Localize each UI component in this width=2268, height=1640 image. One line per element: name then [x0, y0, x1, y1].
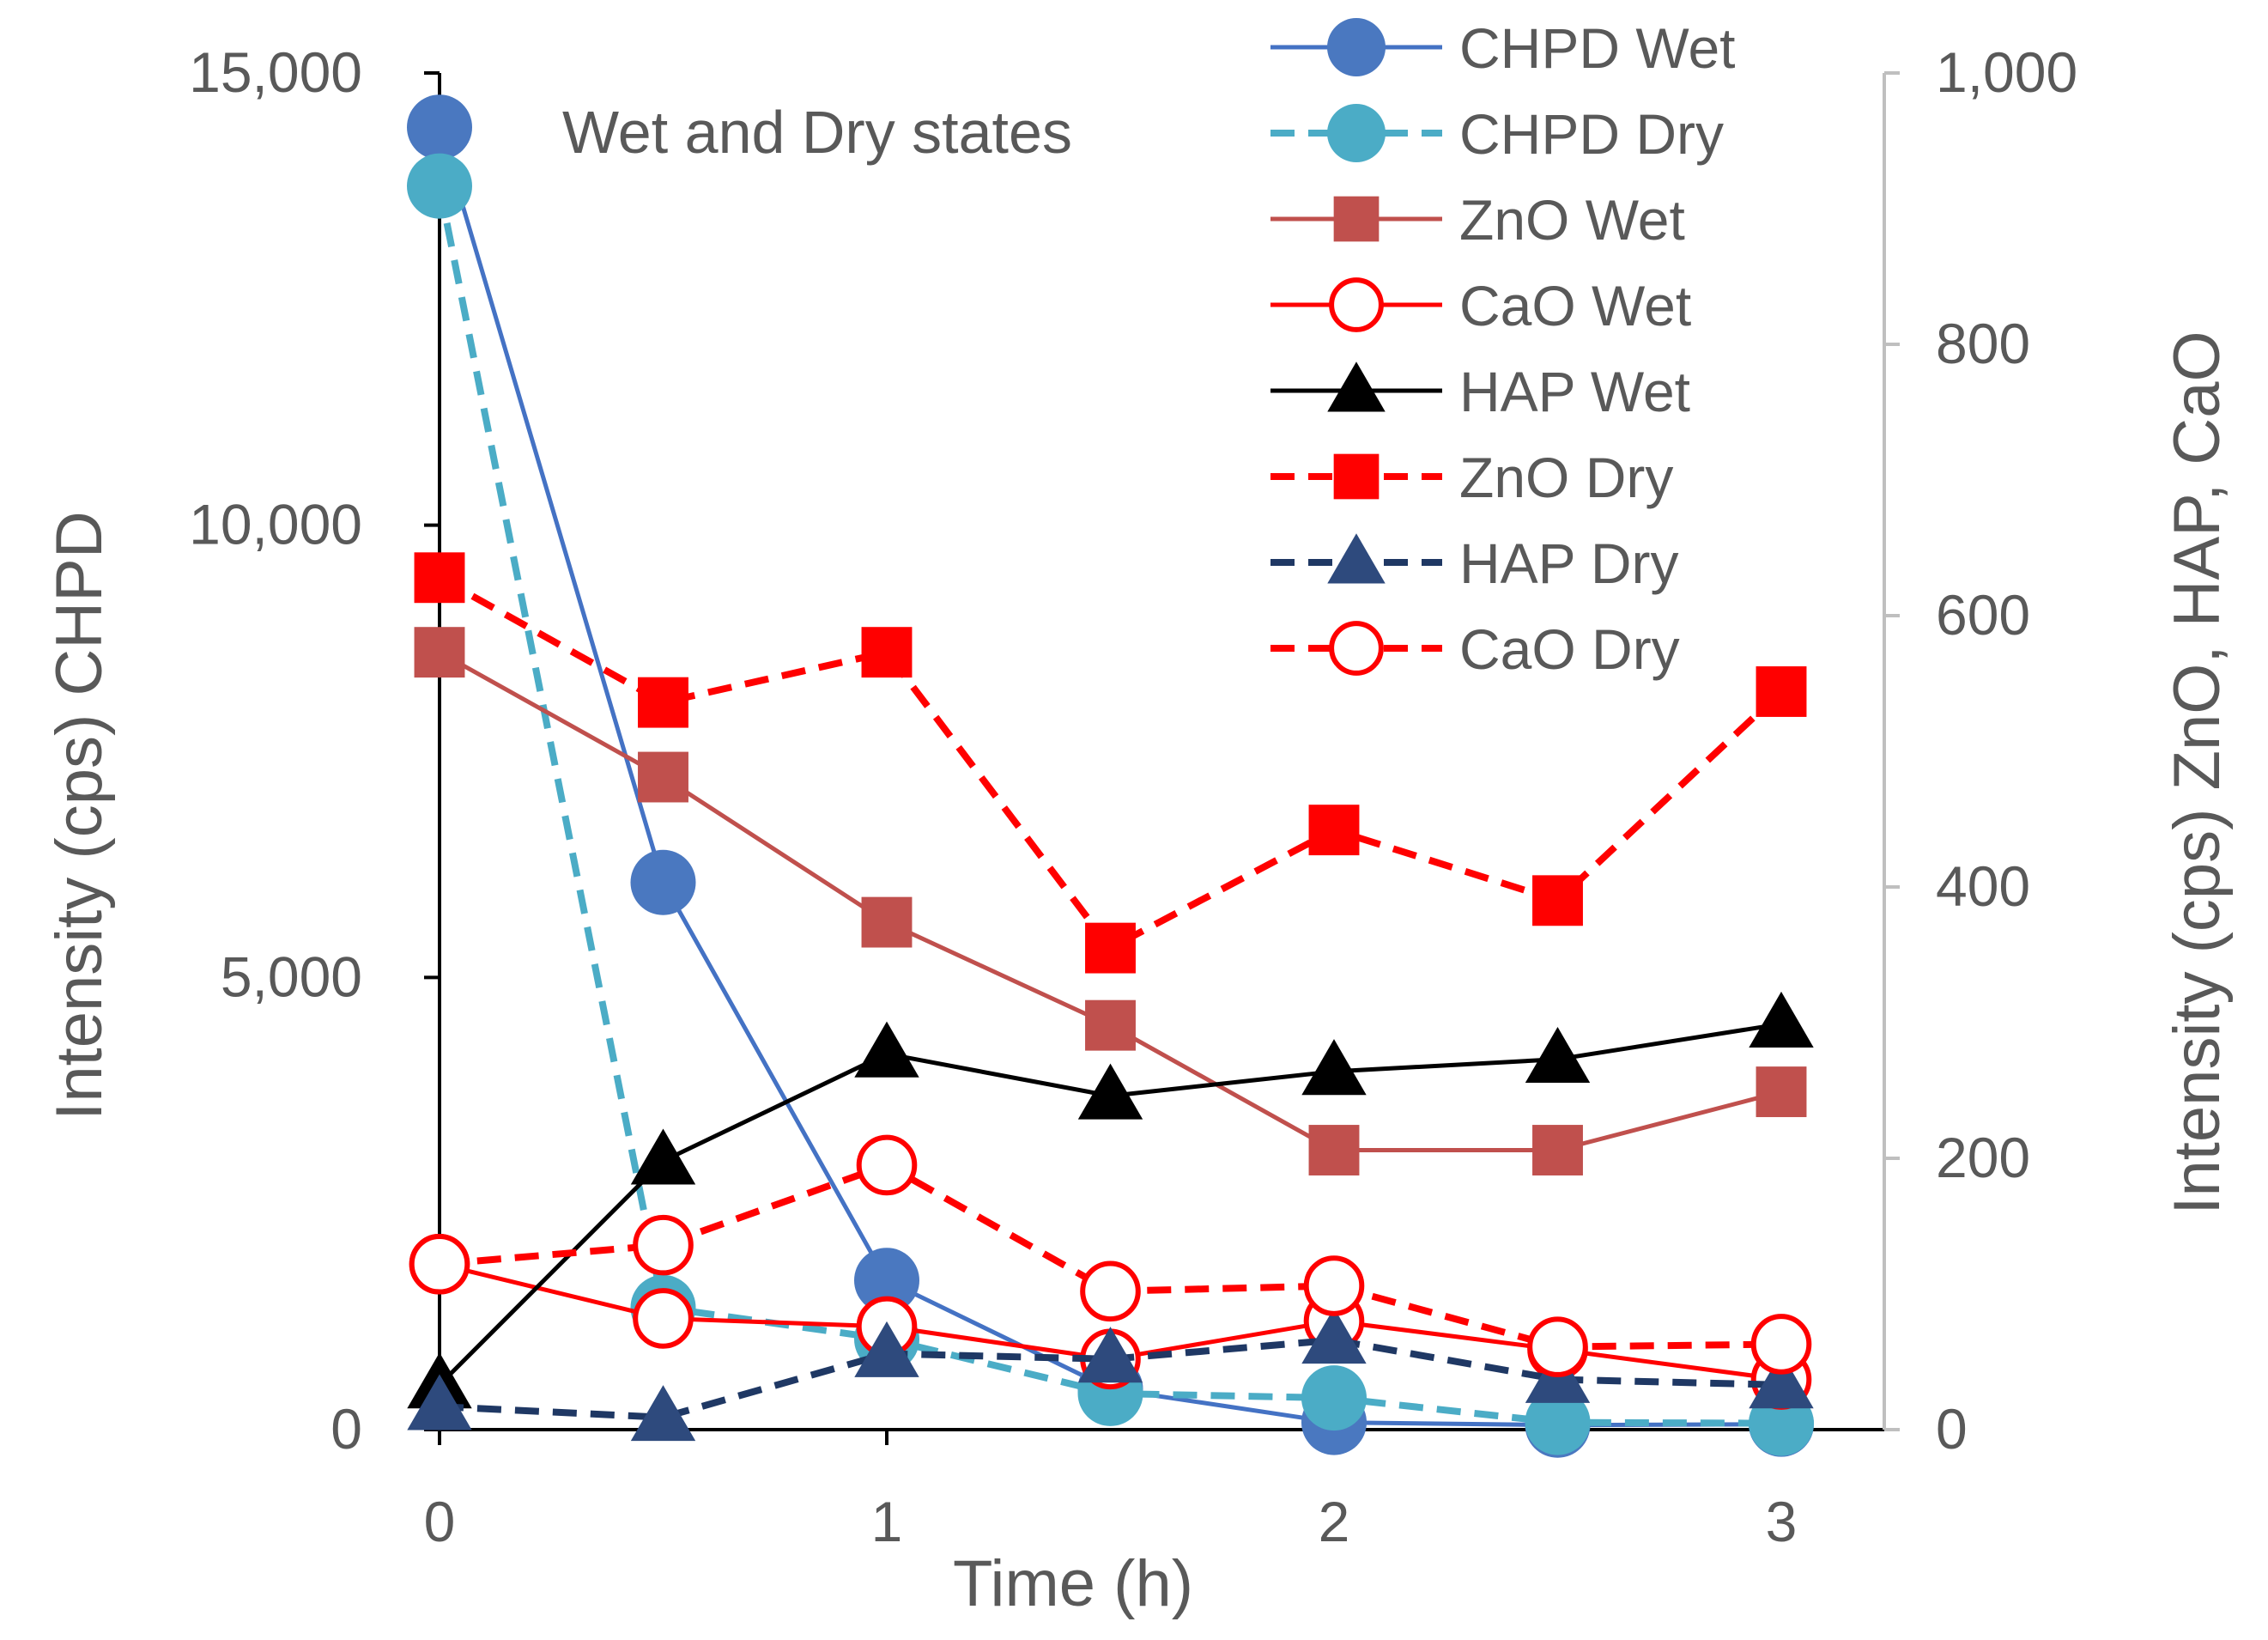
y-left-tick-label: 5,000: [221, 945, 362, 1008]
legend-marker: [1327, 18, 1386, 76]
legend-item: ZnO Dry: [1270, 446, 1673, 509]
legend-marker: [1327, 104, 1386, 162]
data-point: [1308, 1125, 1360, 1175]
data-point: [407, 153, 472, 219]
legend-item: ZnO Wet: [1270, 188, 1685, 252]
legend-item: HAP Dry: [1270, 531, 1679, 595]
data-point: [1749, 991, 1814, 1048]
x-tick-label: 0: [424, 1490, 456, 1553]
legend-marker: [1329, 621, 1384, 676]
y-right-tick-label: 0: [1936, 1397, 1968, 1461]
y-right-tick-label: 400: [1936, 854, 2030, 918]
legend-label: CaO Dry: [1459, 617, 1680, 681]
data-point: [1527, 1316, 1588, 1377]
data-point: [1308, 805, 1360, 856]
data-point: [409, 1233, 470, 1295]
data-point: [1756, 1066, 1807, 1118]
legend-label: CaO Wet: [1459, 274, 1691, 337]
data-point: [630, 849, 696, 915]
legend-item: HAP Wet: [1270, 360, 1690, 423]
data-point: [1077, 1327, 1143, 1383]
data-point: [1756, 666, 1807, 717]
data-point: [856, 1134, 918, 1196]
data-point: [414, 552, 465, 604]
legend-marker: [1333, 453, 1380, 500]
series-zno-dry: [414, 552, 1807, 974]
legend-label: ZnO Wet: [1459, 188, 1685, 252]
legend-label: CHPD Dry: [1459, 102, 1724, 166]
data-point: [1301, 1308, 1367, 1364]
legend-marker: [1327, 361, 1386, 412]
data-point: [630, 1385, 696, 1442]
data-point: [414, 627, 465, 678]
y-left-tick-label: 10,000: [189, 493, 362, 556]
data-point: [1525, 1389, 1591, 1455]
y-right-tick-label: 200: [1936, 1126, 2030, 1189]
data-point: [630, 1128, 696, 1185]
legend-marker: [1327, 533, 1386, 584]
legend-label: CHPD Wet: [1459, 16, 1736, 80]
data-point: [1077, 1063, 1143, 1120]
y-right-tick-label: 1,000: [1936, 40, 2077, 104]
data-point: [638, 677, 688, 728]
series-cao-dry: [409, 1134, 1812, 1377]
data-point: [854, 1248, 919, 1314]
legend-item: CHPD Dry: [1270, 102, 1724, 166]
data-point: [854, 1021, 919, 1078]
y-axis-left-title: Intensity (cps) CHPD: [43, 511, 116, 1121]
x-tick-label: 1: [871, 1490, 903, 1553]
data-point: [407, 94, 472, 161]
y-right-tick-label: 600: [1936, 583, 2030, 647]
y-left-tick-label: 15,000: [189, 40, 362, 104]
series-layer: [407, 94, 1814, 1458]
series-chpd-dry: [407, 153, 1814, 1456]
data-point: [1303, 1255, 1365, 1316]
data-point: [1301, 1039, 1367, 1096]
legend: CHPD Wet CHPD Dry ZnO Wet CaO Wet HAP Wet ZnO…: [1270, 16, 1736, 681]
x-tick-label: 3: [1766, 1490, 1798, 1553]
data-point: [1085, 922, 1136, 974]
data-point: [1749, 1352, 1814, 1409]
legend-item: CaO Dry: [1270, 617, 1680, 681]
legend-item: CHPD Wet: [1270, 16, 1736, 80]
legend-label: HAP Dry: [1459, 531, 1679, 595]
y-left-tick-label: 0: [330, 1397, 362, 1461]
labels: Wet and Dry states Time (h) Intensity (c…: [43, 99, 2234, 1620]
data-point: [1532, 1125, 1583, 1175]
data-point: [633, 1288, 694, 1349]
legend-marker: [1329, 277, 1384, 332]
x-axis-title: Time (h): [953, 1547, 1193, 1620]
series-zno-wet: [414, 627, 1807, 1175]
y-axis-right-title: Intensity (cps) ZnO, HAP, CaO: [2161, 331, 2234, 1214]
data-point: [861, 896, 913, 948]
legend-label: HAP Wet: [1459, 360, 1690, 423]
y-right-tick-label: 800: [1936, 312, 2030, 375]
data-point: [1301, 1365, 1367, 1431]
data-point: [638, 751, 688, 803]
data-point: [1525, 1026, 1591, 1084]
data-point: [1085, 999, 1136, 1051]
data-point: [407, 1374, 472, 1430]
data-point: [1080, 1260, 1141, 1322]
data-point: [854, 1321, 919, 1377]
x-tick-label: 2: [1319, 1490, 1350, 1553]
data-point: [1750, 1314, 1812, 1375]
data-point: [861, 627, 913, 678]
legend-label: ZnO Dry: [1459, 446, 1673, 509]
legend-marker: [1333, 196, 1380, 242]
data-point: [1532, 875, 1583, 926]
legend-item: CaO Wet: [1270, 274, 1691, 337]
axes: 0 5,000 10,000 15,000 0 1 2 3 0 200 400 600 800 1,000: [189, 40, 2077, 1553]
data-point: [633, 1214, 694, 1276]
chart-title: Wet and Dry states: [562, 99, 1072, 166]
